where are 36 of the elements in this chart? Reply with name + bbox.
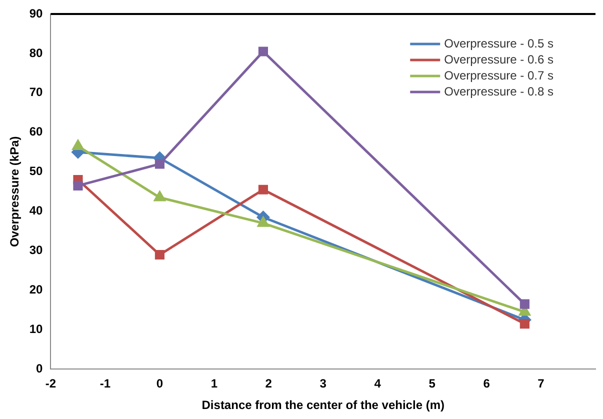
legend-label: Overpressure - 0.6 s [444, 52, 554, 66]
x-tick-label: 5 [428, 376, 436, 391]
y-tick-label: 40 [29, 204, 44, 218]
x-tick-label: 1 [210, 376, 218, 391]
point [520, 319, 530, 329]
x-tick-label: 0 [156, 376, 164, 391]
y-axis-title: Overpressure (kPa) [8, 136, 22, 247]
x-tick-label: -2 [45, 376, 56, 391]
y-tick-label: 10 [29, 322, 44, 336]
y-tick-label: 30 [29, 243, 44, 258]
x-tick-label: 6 [483, 376, 490, 391]
x-tick-label: 4 [374, 376, 382, 391]
y-tick-label: 80 [29, 46, 44, 60]
x-tick-label: 7 [538, 376, 545, 391]
y-tick-label: 60 [29, 124, 44, 139]
y-tick-label: 50 [29, 164, 44, 178]
point [73, 180, 83, 190]
point [154, 159, 164, 169]
y-tick-label: 90 [29, 6, 44, 20]
x-tick-label: 3 [320, 376, 327, 391]
point [72, 140, 84, 150]
point [520, 299, 530, 309]
point [154, 191, 166, 202]
y-tick-label: 20 [29, 282, 44, 297]
point [258, 216, 269, 227]
point [258, 184, 268, 194]
legend-label: Overpressure - 0.8 s [444, 84, 554, 98]
legend-label: Overpressure - 0.7 s [444, 68, 554, 82]
x-tick-label: 2 [265, 376, 272, 391]
y-tick-label: 0 [36, 362, 44, 376]
y-tick-label: 70 [29, 85, 44, 100]
point [258, 46, 268, 56]
x-axis-title: Distance from the center of the vehicle (m) [202, 398, 444, 412]
point [154, 250, 164, 260]
x-tick-label: -1 [100, 376, 111, 391]
legend-label: Overpressure - 0.5 s [444, 36, 554, 50]
